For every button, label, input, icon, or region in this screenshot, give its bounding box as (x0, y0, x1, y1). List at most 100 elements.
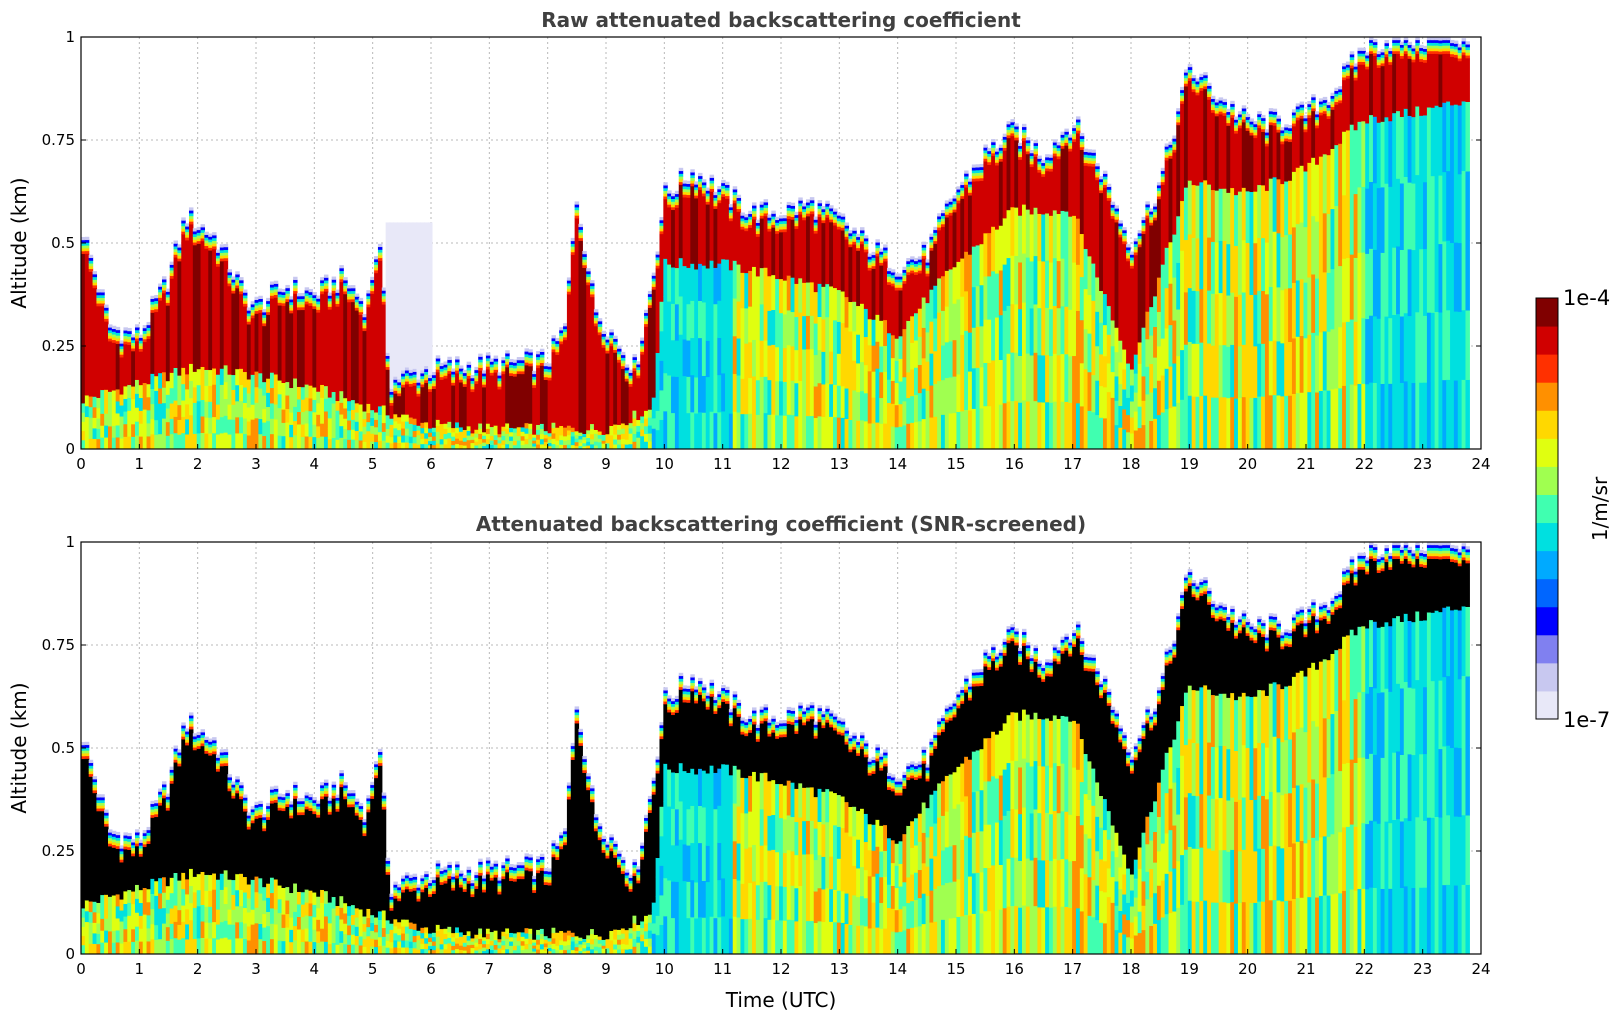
heatmap-cell (809, 197, 815, 201)
heatmap-cell (1457, 55, 1463, 59)
heatmap-cell (1388, 186, 1393, 253)
heatmap-cell (173, 759, 179, 763)
heatmap-cell (1326, 115, 1332, 119)
heatmap-cell (1083, 159, 1089, 164)
heatmap-cell (154, 939, 159, 955)
heatmap-cell (1018, 148, 1023, 152)
heatmap-cell (809, 315, 815, 350)
heatmap-cell (1052, 142, 1058, 146)
heatmap-cell (219, 247, 225, 251)
heatmap-cell (516, 359, 522, 364)
heatmap-cell (771, 210, 776, 214)
heatmap-cell (1091, 160, 1096, 164)
heatmap-cell (1396, 178, 1401, 247)
heatmap-cell (1315, 113, 1320, 118)
heatmap-cell (1280, 129, 1285, 134)
heatmap-cell (1380, 60, 1386, 64)
heatmap-cell (381, 304, 387, 406)
heatmap-cell (1149, 335, 1154, 365)
heatmap-cell (1372, 182, 1378, 250)
heatmap-cell (285, 287, 290, 291)
heatmap-cell (1396, 50, 1401, 54)
heatmap-cell (674, 190, 680, 195)
heatmap-cell (277, 302, 283, 306)
heatmap-cell (254, 402, 259, 419)
heatmap-cell (705, 190, 711, 194)
heatmap-cell (763, 207, 769, 211)
heatmap-cell (1334, 93, 1339, 97)
heatmap-cell (1041, 176, 1046, 215)
heatmap-cell (516, 365, 522, 369)
heatmap-cell (709, 185, 715, 189)
heatmap-cell (644, 425, 649, 435)
heatmap-cell (266, 378, 271, 393)
heatmap-cell (92, 901, 98, 913)
heatmap-cell (185, 226, 190, 230)
heatmap-cell (1114, 400, 1119, 426)
heatmap-cell (377, 440, 383, 450)
heatmap-cell (169, 372, 175, 389)
heatmap-cell (543, 362, 549, 367)
heatmap-cell (1091, 166, 1096, 264)
heatmap-cell (1334, 90, 1339, 94)
heatmap-cell (177, 765, 182, 881)
heatmap-cell (104, 437, 109, 450)
heatmap-cell (609, 425, 614, 431)
heatmap-cell (1156, 414, 1162, 450)
heatmap-cell (1326, 104, 1332, 108)
heatmap-cell (474, 383, 479, 430)
heatmap-cell (1318, 112, 1324, 116)
heatmap-cell (1079, 132, 1085, 137)
heatmap-cell (188, 210, 194, 214)
heatmap-cell (92, 273, 98, 278)
heatmap-cell (88, 254, 94, 259)
heatmap-cell (725, 181, 730, 186)
heatmap-cell (582, 442, 587, 447)
heatmap-cell (150, 817, 155, 879)
heatmap-cell (177, 247, 182, 251)
heatmap-cell (1442, 42, 1447, 46)
heatmap-cell (867, 344, 873, 372)
heatmap-cell (1322, 330, 1328, 391)
heatmap-cell (204, 739, 209, 743)
heatmap-cell (883, 244, 888, 248)
heatmap-cell (119, 845, 125, 849)
heatmap-cell (821, 208, 826, 213)
heatmap-cell (1207, 237, 1212, 291)
heatmap-cell (1264, 137, 1270, 141)
heatmap-cell (694, 340, 699, 378)
heatmap-cell (694, 268, 699, 306)
heatmap-cell (1172, 135, 1177, 139)
heatmap-cell (887, 332, 892, 357)
heatmap-cell (1253, 137, 1258, 192)
heatmap-cell (1268, 121, 1274, 126)
heatmap-cell (104, 321, 109, 390)
heatmap-cell (632, 370, 637, 411)
heatmap-cell (1288, 130, 1293, 134)
heatmap-cell (574, 209, 580, 213)
heatmap-cell (1307, 112, 1312, 116)
heatmap-cell (1342, 385, 1347, 450)
heatmap-cell (239, 277, 244, 281)
heatmap-cell (902, 272, 907, 276)
heatmap-cell (266, 420, 271, 436)
heatmap-cell (987, 153, 992, 157)
heatmap-cell (111, 390, 117, 403)
heatmap-cell (1168, 155, 1173, 159)
x-tick-label: 7 (485, 455, 495, 473)
heatmap-cell (200, 937, 206, 955)
heatmap-cell (1033, 139, 1039, 144)
heatmap-cell (1253, 345, 1258, 398)
heatmap-cell (312, 297, 317, 301)
heatmap-cell (825, 283, 830, 318)
heatmap-cell (1156, 380, 1162, 416)
heatmap-cell (107, 329, 113, 334)
heatmap-cell (358, 303, 364, 307)
heatmap-cell (416, 393, 421, 397)
heatmap-cell (134, 324, 140, 328)
heatmap-cell (482, 445, 487, 450)
heatmap-cell (1118, 234, 1123, 238)
heatmap-cell (991, 226, 996, 272)
heatmap-cell (462, 433, 468, 438)
heatmap-cell (154, 311, 159, 377)
